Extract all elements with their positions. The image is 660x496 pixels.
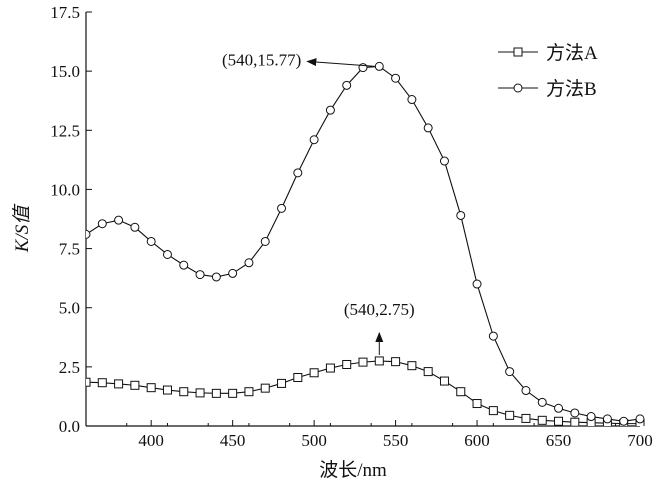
data-point <box>602 414 612 424</box>
data-point <box>228 268 238 278</box>
x-tick-label: 650 <box>546 431 572 450</box>
data-point <box>97 378 107 388</box>
data-point <box>358 357 368 367</box>
series-B <box>86 61 645 426</box>
annotation-label: (540,15.77) <box>222 50 301 69</box>
data-point <box>570 417 580 426</box>
data-point <box>407 361 417 371</box>
annotation-label: (540,2.75) <box>344 300 415 319</box>
x-tick-label: 600 <box>464 431 490 450</box>
data-point <box>374 61 384 71</box>
data-point <box>146 236 156 246</box>
data-point <box>211 272 221 282</box>
data-point <box>277 378 287 388</box>
data-point <box>554 416 564 426</box>
data-point <box>228 388 238 398</box>
data-point <box>505 410 515 420</box>
legend-label: 方法A <box>546 42 598 64</box>
data-point <box>195 388 205 398</box>
x-tick-label: 400 <box>138 431 164 450</box>
data-point <box>179 387 189 397</box>
data-point <box>537 415 547 425</box>
data-point <box>195 270 205 280</box>
y-tick-label: 15.0 <box>50 62 80 81</box>
y-tick-label: 17.5 <box>50 3 80 22</box>
data-point <box>342 80 352 90</box>
y-axis-title: K/S值 <box>12 203 33 253</box>
data-point <box>130 380 140 390</box>
legend-label: 方法B <box>546 78 597 100</box>
y-tick-label: 12.5 <box>50 121 80 140</box>
data-point <box>391 73 401 83</box>
data-point <box>391 357 401 367</box>
data-point <box>325 363 335 373</box>
data-point <box>211 388 221 398</box>
data-point <box>488 331 498 341</box>
annotation-arrow <box>306 58 376 67</box>
y-tick-label: 10.0 <box>50 180 80 199</box>
annotations: (540,15.77) (540,2.75) <box>222 50 415 355</box>
data-point <box>554 403 564 413</box>
data-point <box>130 222 140 232</box>
data-point <box>521 386 531 396</box>
data-point <box>423 123 433 133</box>
data-point <box>260 236 270 246</box>
legend-circle-marker <box>513 83 523 93</box>
data-point <box>244 258 254 268</box>
data-point <box>472 279 482 289</box>
data-point <box>293 168 303 178</box>
data-point <box>342 359 352 369</box>
axes: 0.0 2.5 5.0 7.5 10.0 12.5 15.0 17.5 400 450 500 550… <box>12 3 653 481</box>
data-point <box>439 376 449 386</box>
data-point <box>537 397 547 407</box>
data-point <box>309 135 319 145</box>
data-point <box>521 413 531 423</box>
data-point <box>309 368 319 378</box>
data-point <box>277 203 287 213</box>
data-point <box>179 260 189 270</box>
data-point <box>162 385 172 395</box>
data-point <box>407 95 417 105</box>
x-axis-title: 波长/nm <box>319 459 387 481</box>
data-point <box>86 229 91 239</box>
data-point <box>472 399 482 409</box>
data-point <box>570 408 580 418</box>
data-point <box>374 356 384 366</box>
x-tick-label: 700 <box>627 431 653 450</box>
data-point <box>146 383 156 393</box>
data-point <box>423 367 433 377</box>
legend-square-marker <box>513 47 523 57</box>
x-tick-label: 500 <box>301 431 327 450</box>
y-tick-label: 5.0 <box>59 299 80 318</box>
legend: 方法A 方法B <box>498 42 598 100</box>
data-point <box>260 383 270 393</box>
data-point <box>635 414 645 424</box>
data-point <box>244 387 254 397</box>
data-point <box>358 63 368 73</box>
data-point <box>114 379 124 389</box>
data-point <box>456 210 466 220</box>
x-tick-label: 450 <box>220 431 246 450</box>
y-tick-label: 0.0 <box>59 417 80 436</box>
y-tick-label: 2.5 <box>59 358 80 377</box>
data-point <box>86 377 91 387</box>
series-line <box>86 65 641 422</box>
data-point <box>325 105 335 115</box>
y-tick-label: 7.5 <box>59 240 80 259</box>
data-point <box>97 219 107 229</box>
data-point <box>439 156 449 166</box>
x-tick-label: 550 <box>383 431 409 450</box>
data-point <box>586 412 596 422</box>
data-point <box>619 416 629 426</box>
data-point <box>456 387 466 397</box>
data-point <box>488 406 498 416</box>
series-group <box>86 61 645 426</box>
data-point <box>162 249 172 259</box>
series-A <box>86 356 645 426</box>
data-point <box>505 367 515 377</box>
data-point <box>293 373 303 383</box>
data-point <box>114 215 124 225</box>
